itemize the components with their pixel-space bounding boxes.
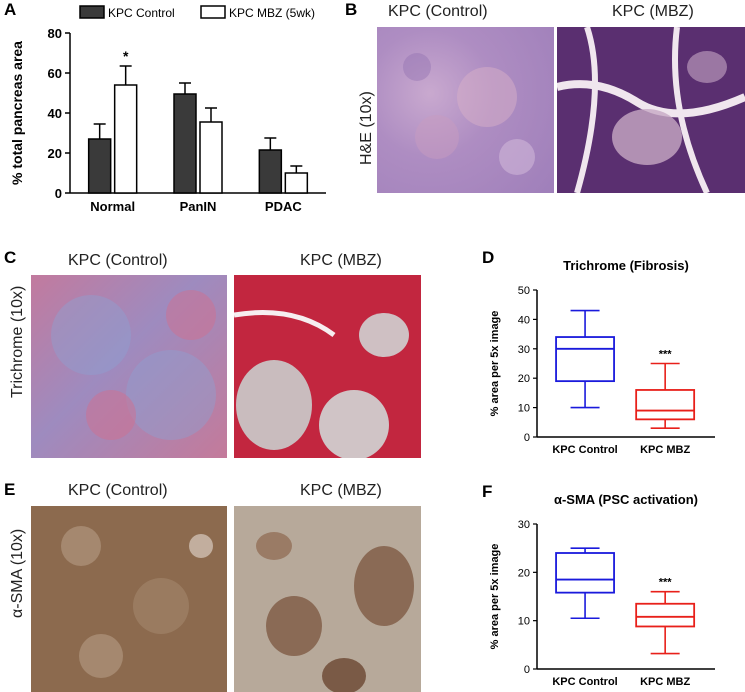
y-tick-label: 30 — [518, 344, 530, 356]
x-tick-label: PDAC — [265, 199, 302, 214]
y-tick-label: 0 — [524, 664, 530, 676]
chart-title: Trichrome (Fibrosis) — [563, 258, 689, 273]
bar — [113, 84, 138, 194]
x-tick-label: PanIN — [180, 199, 217, 214]
panel-label-b: B — [345, 0, 358, 19]
significance-marker: * — [123, 48, 129, 64]
y-tick-label: 20 — [518, 567, 530, 579]
sma-mbz-texture — [256, 532, 414, 692]
y-tick-label: 50 — [518, 285, 530, 297]
significance-marker: *** — [659, 577, 673, 589]
column-title-control: KPC (Control) — [68, 252, 168, 269]
y-tick-label: 80 — [48, 26, 62, 41]
box-chart-d: Trichrome (Fibrosis) 0 10 20 30 40 50 % area pe… — [489, 258, 715, 456]
x-tick-label: Normal — [90, 199, 135, 214]
trichrome-control-texture — [51, 290, 216, 440]
bar — [87, 138, 112, 194]
y-tick-label: 30 — [518, 519, 530, 531]
bar-chart-a: 0 20 40 60 80 % total pancreas area Normal PanI… — [9, 5, 326, 214]
micrograph-sma-mbz — [234, 506, 421, 692]
bar — [284, 172, 309, 194]
bar — [199, 121, 223, 194]
box — [555, 336, 615, 383]
column-title-mbz: KPC (MBZ) — [300, 482, 382, 499]
y-tick-label: 10 — [518, 403, 530, 415]
legend-label: KPC Control — [108, 6, 175, 20]
bar — [173, 93, 197, 194]
box — [635, 602, 696, 628]
box — [555, 552, 615, 594]
column-title-mbz: KPC (MBZ) — [300, 252, 382, 269]
x-tick-label: KPC MBZ — [640, 676, 690, 688]
panel-label-e: E — [4, 480, 16, 499]
he-mbz-texture — [557, 27, 745, 193]
column-title-control: KPC (Control) — [68, 482, 168, 499]
x-tick-label: KPC Control — [552, 676, 617, 688]
micrograph-trichrome-control — [31, 275, 227, 458]
micrograph-trichrome-mbz — [234, 275, 421, 458]
trichrome-mbz-texture — [234, 310, 409, 458]
y-tick-label: 20 — [48, 146, 62, 161]
micrograph-sma-control — [31, 506, 227, 692]
row-title-he: H&E (10x) — [358, 91, 375, 165]
box-chart-f: α-SMA (PSC activation) 0 10 20 30 % area per … — [489, 492, 715, 688]
panel-label-c: C — [4, 248, 17, 267]
micrograph-he-control — [377, 27, 554, 193]
y-tick-label: 10 — [518, 616, 530, 628]
y-tick-label: 0 — [55, 186, 62, 201]
column-title-control: KPC (Control) — [388, 3, 488, 20]
y-axis-label: % area per 5x image — [489, 311, 501, 417]
chart-title: α-SMA (PSC activation) — [554, 492, 698, 507]
box — [635, 389, 696, 421]
y-tick-label: 40 — [48, 106, 62, 121]
significance-marker: *** — [659, 349, 673, 361]
x-tick-label: KPC MBZ — [640, 444, 690, 456]
bar — [258, 149, 283, 194]
y-tick-label: 60 — [48, 66, 62, 81]
legend-swatch — [200, 5, 226, 19]
legend-label: KPC MBZ (5wk) — [229, 6, 315, 20]
panel-label-f: F — [482, 482, 493, 501]
panel-label-a: A — [4, 0, 17, 19]
column-title-mbz: KPC (MBZ) — [612, 3, 694, 20]
legend-swatch — [79, 5, 105, 19]
y-tick-label: 0 — [524, 432, 530, 444]
y-tick-label: 40 — [518, 314, 530, 326]
y-axis-label: % area per 5x image — [489, 544, 501, 650]
y-axis-label: % total pancreas area — [9, 41, 25, 185]
panel-label-d: D — [482, 248, 495, 267]
row-title-sma: α-SMA (10x) — [9, 528, 26, 618]
x-tick-label: KPC Control — [552, 444, 617, 456]
micrograph-he-mbz — [557, 27, 745, 193]
sma-control-texture — [61, 526, 213, 678]
y-tick-label: 20 — [518, 373, 530, 385]
row-title-trichrome: Trichrome (10x) — [9, 285, 26, 398]
he-control-texture — [403, 53, 535, 175]
